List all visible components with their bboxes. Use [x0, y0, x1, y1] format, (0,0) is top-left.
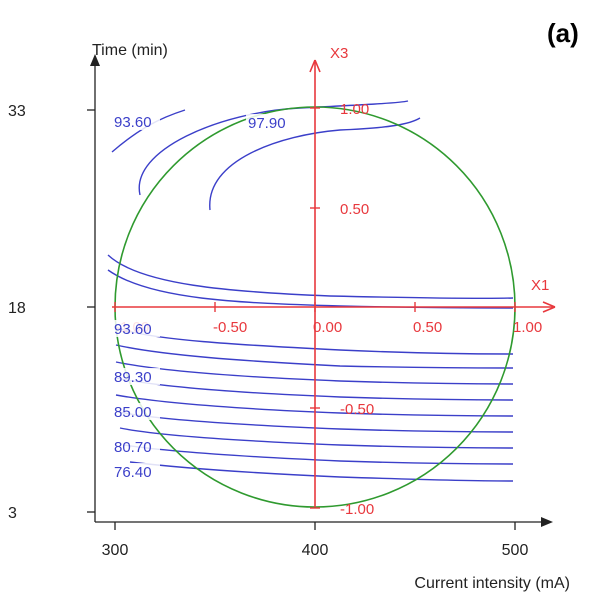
contour-line-10	[115, 394, 514, 417]
coded-axes-layer: X1X3-1.00-0.500.000.501.001.000.50-0.50-…	[112, 45, 556, 518]
contour-label: 93.60	[114, 321, 152, 338]
contour-labels-layer: 97.90 93.60 93.60 89.30 85.00 80.70 76.40	[112, 113, 294, 481]
coded-x3-tick-label: -1.00	[340, 501, 374, 518]
contour-line-3	[209, 117, 421, 211]
x-tick-label: 400	[302, 542, 329, 559]
y-axis-label: Time (min)	[92, 42, 168, 59]
panel-label: (a)	[547, 18, 579, 48]
y-tick-label: 33	[8, 103, 26, 120]
contour-label: 85.00	[114, 404, 152, 421]
contour-line-6	[117, 327, 514, 355]
coded-x3-name: X3	[330, 45, 348, 62]
x-tick-label: 500	[502, 542, 529, 559]
contour-label: 89.30	[114, 369, 152, 386]
contour-line-4	[107, 254, 514, 300]
coded-x1-tick-label: 0.50	[413, 319, 442, 336]
y-tick-label: 18	[8, 300, 26, 317]
contour-lines	[107, 100, 514, 482]
coded-x1-arrowhead	[542, 301, 556, 313]
contour-label-bg	[112, 438, 160, 455]
x-axis-arrowhead	[541, 517, 553, 527]
coded-x3-tick-label: 0.50	[340, 201, 369, 218]
coded-x3-tick-label: 1.00	[340, 101, 369, 118]
y-axis-arrowhead	[90, 54, 100, 66]
y-tick-label: 3	[8, 505, 17, 522]
contour-line-7	[115, 344, 514, 369]
contour-label-bg	[112, 320, 160, 337]
contour-label: 97.90	[248, 115, 286, 132]
main-axes-layer: 300 400 500 33 18 3 Current intensity (mA) Time…	[8, 42, 570, 592]
contour-line-12	[119, 427, 514, 449]
contour-label: 93.60	[114, 114, 152, 131]
contour-label-bg	[112, 113, 160, 130]
contour-line-14	[129, 461, 514, 482]
coded-x1-tick-label: -0.50	[213, 319, 247, 336]
coded-x3-tick-label: -0.50	[340, 401, 374, 418]
x-tick-label: 300	[102, 542, 129, 559]
x-axis-label: Current intensity (mA)	[414, 575, 570, 592]
coded-x3-arrowhead	[309, 59, 321, 73]
contour-line-11	[117, 411, 514, 433]
contour-line-8	[115, 361, 514, 385]
contour-label: 76.40	[114, 464, 152, 481]
coded-x1-tick-label: 1.00	[513, 319, 542, 336]
contour-label-bg	[112, 368, 160, 385]
contour-label-bg	[112, 403, 160, 420]
contour-label-bg	[112, 463, 160, 480]
contour-line-13	[123, 444, 514, 465]
contour-line-9	[115, 377, 514, 401]
contour-label-bg	[246, 114, 294, 131]
coded-x1-name: X1	[531, 277, 549, 294]
contour-line-5	[107, 269, 514, 309]
coded-x1-tick-label: 0.00	[313, 319, 342, 336]
contour-label: 80.70	[114, 439, 152, 456]
